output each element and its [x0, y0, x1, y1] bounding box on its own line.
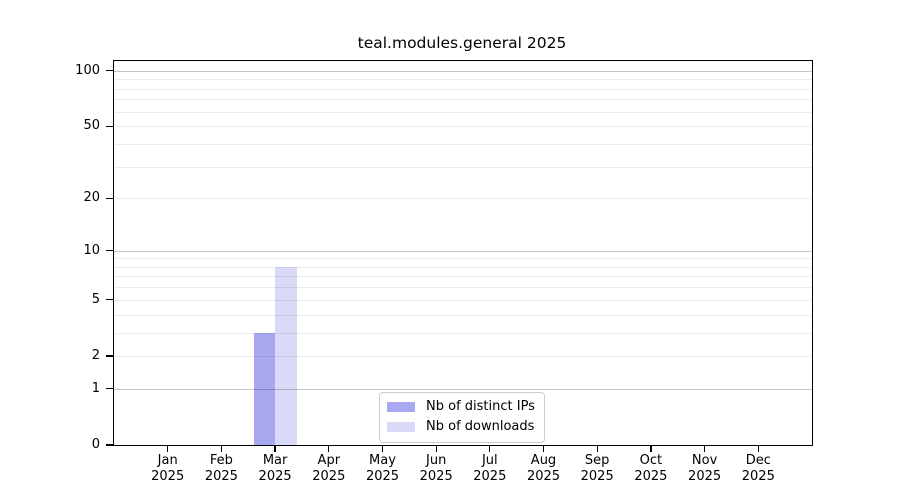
y-tick-label: 50: [83, 118, 100, 134]
x-tick-label: Mar 2025: [245, 453, 305, 484]
x-tick-year: 2025: [634, 468, 668, 484]
x-tick-label: May 2025: [353, 453, 413, 484]
minor-gridline: [114, 355, 812, 357]
x-tick-year: 2025: [688, 468, 722, 484]
y-tick-label: 10: [83, 242, 100, 258]
minor-gridline: [114, 111, 812, 113]
y-tick-mark: [106, 125, 113, 127]
minor-gridline: [114, 258, 812, 260]
y-tick-label: 0: [91, 437, 100, 452]
y-tick-mark: [106, 249, 113, 252]
x-tick-mark: [274, 445, 276, 452]
y-tick-label: 20: [83, 190, 100, 206]
x-tick-year: 2025: [526, 468, 561, 484]
x-tick-year: 2025: [204, 468, 238, 484]
minor-gridline: [114, 79, 812, 81]
legend-swatch-downloads: [387, 421, 415, 433]
legend-entry-downloads: Nb of downloads: [387, 418, 535, 436]
x-tick-label: Jun 2025: [406, 453, 466, 484]
x-tick-mark: [596, 445, 598, 452]
x-tick-month: Feb: [209, 453, 233, 468]
y-tick-mark: [106, 388, 113, 390]
y-tick-mark: [106, 355, 113, 357]
minor-gridline: [114, 166, 812, 168]
y-tick-mark: [106, 197, 113, 199]
x-tick-mark: [757, 445, 759, 452]
x-tick-mark: [703, 445, 706, 452]
y-tick-label: 1: [91, 380, 100, 396]
legend-entry-distinct-ips: Nb of distinct IPs: [387, 398, 535, 416]
y-tick-label: 100: [75, 62, 100, 78]
bar-downloads-mar: [275, 266, 297, 445]
x-tick-month: Aug: [530, 453, 557, 468]
legend-swatch-distinct-ips: [387, 401, 415, 413]
x-tick-year: 2025: [312, 468, 346, 484]
x-tick-month: Dec: [745, 453, 771, 468]
legend-label-distinct-ips: Nb of distinct IPs: [426, 399, 535, 414]
x-tick-mark: [650, 445, 652, 452]
minor-gridline: [114, 299, 812, 301]
x-tick-month: Mar: [262, 453, 288, 468]
x-tick-year: 2025: [419, 468, 453, 484]
x-tick-year: 2025: [151, 468, 185, 484]
minor-gridline: [114, 198, 812, 200]
x-tick-month: Oct: [639, 453, 663, 468]
y-tick-mark: [106, 299, 113, 301]
major-gridline: [114, 388, 812, 390]
minor-gridline: [114, 276, 812, 278]
x-tick-month: Sep: [584, 453, 610, 468]
x-tick-label: Sep 2025: [567, 453, 627, 484]
x-tick-month: Jul: [481, 453, 498, 468]
x-tick-month: May: [369, 453, 396, 468]
x-tick-year: 2025: [365, 468, 400, 484]
x-tick-label: Jul 2025: [460, 453, 520, 484]
legend: Nb of distinct IPs Nb of downloads: [379, 392, 545, 443]
minor-gridline: [114, 126, 812, 128]
major-gridline: [114, 250, 812, 252]
chart-title: teal.modules.general 2025: [357, 34, 567, 52]
bar-distinct-ips-mar: [253, 332, 276, 445]
x-tick-month: Jan: [157, 453, 178, 468]
minor-gridline: [114, 99, 812, 101]
minor-gridline: [114, 332, 812, 334]
y-tick-label: 2: [91, 347, 100, 363]
x-tick-label: Oct 2025: [621, 453, 681, 484]
major-gridline: [114, 70, 812, 72]
minor-gridline: [114, 266, 812, 268]
x-tick-month: Apr: [317, 453, 341, 468]
x-tick-mark: [489, 445, 491, 452]
x-tick-mark: [542, 445, 545, 452]
x-tick-label: Apr 2025: [299, 453, 359, 484]
x-tick-month: Nov: [691, 453, 718, 468]
x-tick-mark: [220, 445, 223, 452]
y-tick-label: 5: [91, 291, 100, 307]
x-tick-year: 2025: [741, 468, 775, 484]
minor-gridline: [114, 143, 812, 145]
x-tick-year: 2025: [258, 468, 292, 484]
plot-area: Nb of distinct IPs Nb of downloads 0 1 2 5 1…: [75, 60, 813, 484]
minor-gridline: [114, 88, 812, 90]
x-tick-month: Jun: [426, 453, 447, 468]
x-tick-year: 2025: [473, 468, 507, 484]
x-tick-label: Jan 2025: [138, 453, 198, 484]
y-tick-mark: [106, 444, 113, 446]
x-tick-label: Feb 2025: [191, 453, 251, 484]
x-tick-label: Nov 2025: [675, 453, 735, 484]
minor-gridline: [114, 314, 812, 316]
x-tick-mark: [435, 445, 437, 452]
y-tick-mark: [106, 70, 113, 72]
x-tick-mark: [328, 445, 330, 452]
x-tick-mark: [381, 445, 384, 452]
x-tick-label: Aug 2025: [514, 453, 574, 484]
minor-gridline: [114, 287, 812, 289]
x-tick-year: 2025: [580, 468, 614, 484]
legend-label-downloads: Nb of downloads: [426, 419, 535, 434]
x-tick-label: Dec 2025: [728, 453, 788, 484]
x-tick-mark: [167, 445, 169, 452]
